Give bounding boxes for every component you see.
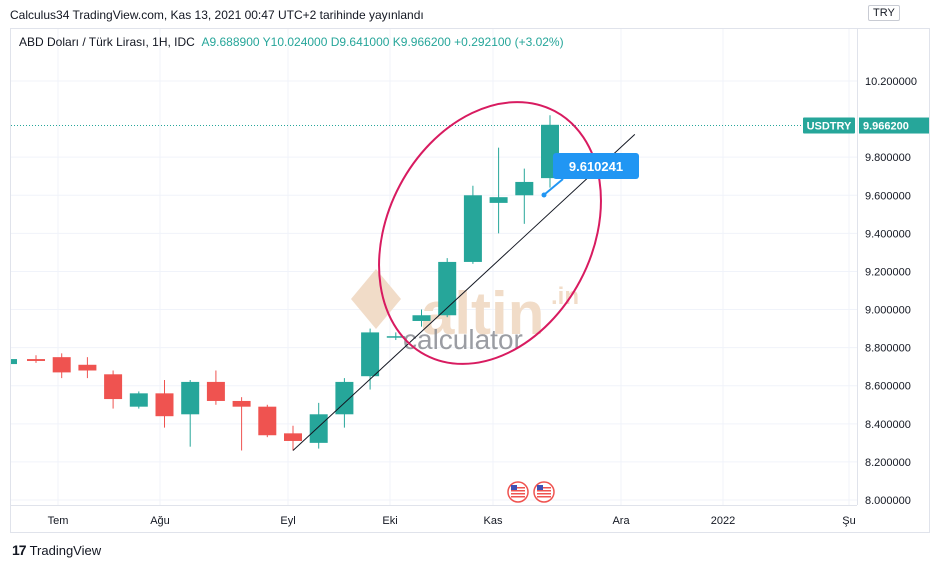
time-tick-label: Ara — [612, 515, 630, 527]
price-axis[interactable]: 8.000000 8.200000 8.400000 8.600000 8.800000… — [857, 29, 930, 507]
candle — [258, 404, 277, 438]
time-tick-label: Eyl — [280, 515, 295, 527]
price-axis-svg: 8.000000 8.200000 8.400000 8.600000 8.800000… — [859, 76, 929, 507]
last-price-label: 9.966200 — [863, 121, 909, 133]
price-tick-label: 8.200000 — [865, 457, 911, 469]
callout-value: 9.610241 — [569, 159, 623, 174]
symbol-badge: USDTRY — [803, 117, 855, 134]
candle-body-partial — [11, 359, 17, 365]
candle — [155, 380, 174, 428]
legend-symbol: ABD Doları / Türk Lirası, 1H, IDC — [19, 35, 195, 49]
candle-body — [284, 433, 302, 441]
candle-body — [438, 261, 457, 316]
us-flag-event-icon[interactable] — [533, 481, 555, 503]
price-tick-label: 9.200000 — [865, 266, 911, 278]
time-tick-label: Şu — [842, 515, 855, 527]
price-tick-label: 9.400000 — [865, 228, 911, 240]
price-chart: altin .in calculator 9.610241 USDTRY — [11, 29, 857, 505]
time-tick-label: Kas — [484, 515, 503, 527]
candle-body — [27, 359, 45, 361]
time-axis[interactable]: Tem Ağu Eyl Eki Kas Ara 2022 Şu — [11, 505, 857, 534]
candle — [463, 185, 482, 264]
candle — [104, 370, 123, 409]
candle — [181, 380, 200, 447]
price-tick-label: 9.800000 — [865, 152, 911, 164]
candle-body — [515, 181, 534, 196]
candle-body — [309, 414, 328, 443]
price-tick-label: 9.600000 — [865, 190, 911, 202]
trend-line — [292, 133, 636, 451]
watermark-subtitle: calculator — [403, 324, 523, 355]
watermark-logo-icon — [351, 269, 401, 329]
candle-body — [232, 400, 251, 407]
candle-body — [335, 381, 354, 415]
candle — [489, 147, 508, 234]
time-tick-label: 2022 — [711, 515, 735, 527]
candle — [386, 332, 405, 341]
candle — [515, 168, 534, 224]
time-axis-svg: Tem Ağu Eyl Eki Kas Ara 2022 Şu — [48, 515, 856, 527]
candle-body — [258, 406, 277, 436]
candle — [27, 355, 45, 363]
candle — [309, 402, 328, 449]
tradingview-mark-icon: 17 — [12, 542, 27, 558]
chart-legend: ABD Doları / Türk Lirası, 1H, IDC A9.688… — [19, 35, 564, 49]
candle-body — [361, 332, 380, 377]
candle — [361, 328, 380, 390]
candle — [129, 391, 148, 409]
time-tick-label: Ağu — [150, 515, 170, 527]
legend-ohlc: A9.688900 Y10.024000 D9.641000 K9.966200… — [201, 35, 564, 49]
tradingview-brand: TradingView — [29, 542, 102, 558]
price-tick-label: 9.000000 — [865, 305, 911, 317]
candle-body — [78, 364, 97, 371]
candle — [52, 353, 71, 379]
highlight-ellipse — [378, 101, 602, 365]
candle-body — [206, 381, 225, 401]
tradingview-logo[interactable]: 17 TradingView — [12, 542, 101, 558]
time-tick-label: Tem — [48, 515, 69, 527]
last-price-badge: 9.966200 — [859, 117, 929, 134]
candle-body — [129, 393, 148, 407]
publish-header: Calculus34 TradingView.com, Kas 13, 2021… — [10, 8, 424, 22]
grid-lines — [11, 29, 857, 505]
candle-body — [463, 195, 482, 262]
price-tick-label: 8.600000 — [865, 381, 911, 393]
candle-body — [412, 315, 431, 321]
candle — [284, 425, 302, 451]
time-tick-label: Eki — [382, 515, 397, 527]
candle — [206, 370, 225, 405]
candle-body — [181, 381, 200, 415]
symbol-badge-label: USDTRY — [807, 121, 852, 133]
price-tick-label: 10.200000 — [865, 76, 917, 88]
candle-body — [155, 393, 174, 417]
us-flag-event-icon[interactable] — [507, 481, 529, 503]
watermark: altin .in calculator — [351, 269, 579, 355]
price-tick-label: 8.800000 — [865, 343, 911, 355]
candle-body — [489, 197, 508, 203]
candle — [232, 397, 251, 451]
candle-body — [386, 336, 405, 338]
candle-body — [104, 374, 123, 400]
candle — [78, 357, 97, 379]
chart-plot-area[interactable]: altin .in calculator 9.610241 USDTRY ABD… — [11, 29, 857, 505]
candle — [412, 309, 431, 327]
candle-body — [52, 357, 71, 373]
chart-frame: altin .in calculator 9.610241 USDTRY ABD… — [10, 28, 930, 533]
currency-button[interactable]: TRY — [868, 5, 900, 21]
price-tick-label: 8.400000 — [865, 419, 911, 431]
economic-events — [507, 481, 555, 503]
price-callout[interactable]: 9.610241 — [541, 153, 640, 198]
price-tick-label: 8.000000 — [865, 495, 911, 505]
